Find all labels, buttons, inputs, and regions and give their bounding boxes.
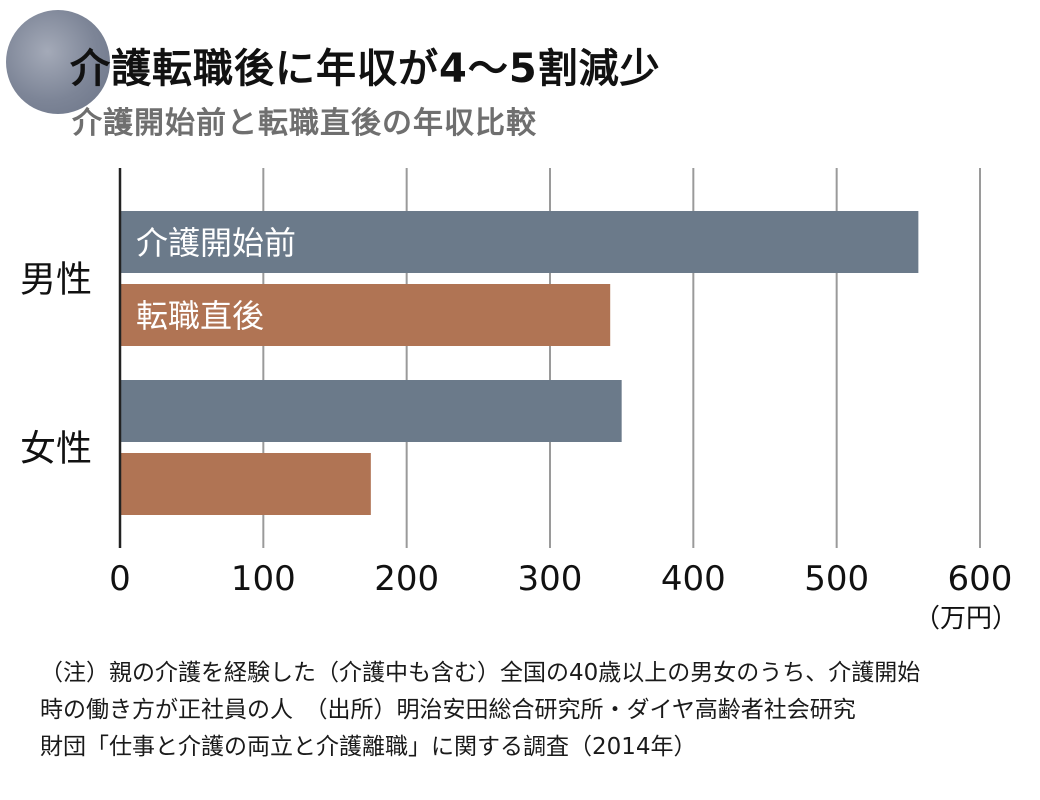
series-label: 転職直後 [136, 297, 264, 335]
bar [120, 284, 611, 346]
bar [120, 380, 622, 442]
x-tick-label: 600 [948, 559, 1013, 599]
unit-label: （万円） [914, 604, 1018, 634]
footnote-line: 財団「仕事と介護の両立と介護離職」に関する調査（2014年） [40, 734, 697, 760]
bar [120, 453, 371, 515]
footnote-line: （注）親の介護を経験した（介護中も含む）全国の40歳以上の男女のうち、介護開始 [40, 660, 921, 686]
x-tick-label: 300 [518, 559, 583, 599]
footnote-line: 時の働き方が正社員の人 （出所）明治安田総合研究所・ダイヤ高齢者社会研究 [40, 697, 856, 723]
chart-title: 介護転職後に年収が4～5割減少 [70, 46, 661, 92]
category-label: 女性 [20, 429, 92, 470]
bar [120, 211, 919, 273]
chart-subtitle: 介護開始前と転職直後の年収比較 [72, 106, 537, 141]
x-tick-label: 100 [231, 559, 296, 599]
x-tick-label: 200 [374, 559, 439, 599]
footnote: （注）親の介護を経験した（介護中も含む）全国の40歳以上の男女のうち、介護開始 … [40, 655, 1020, 766]
x-tick-label: 500 [804, 559, 869, 599]
decorative-circle [6, 10, 110, 114]
x-tick-label: 0 [109, 559, 131, 599]
category-label: 男性 [20, 260, 92, 301]
x-tick-label: 400 [661, 559, 726, 599]
series-label: 介護開始前 [136, 224, 296, 262]
